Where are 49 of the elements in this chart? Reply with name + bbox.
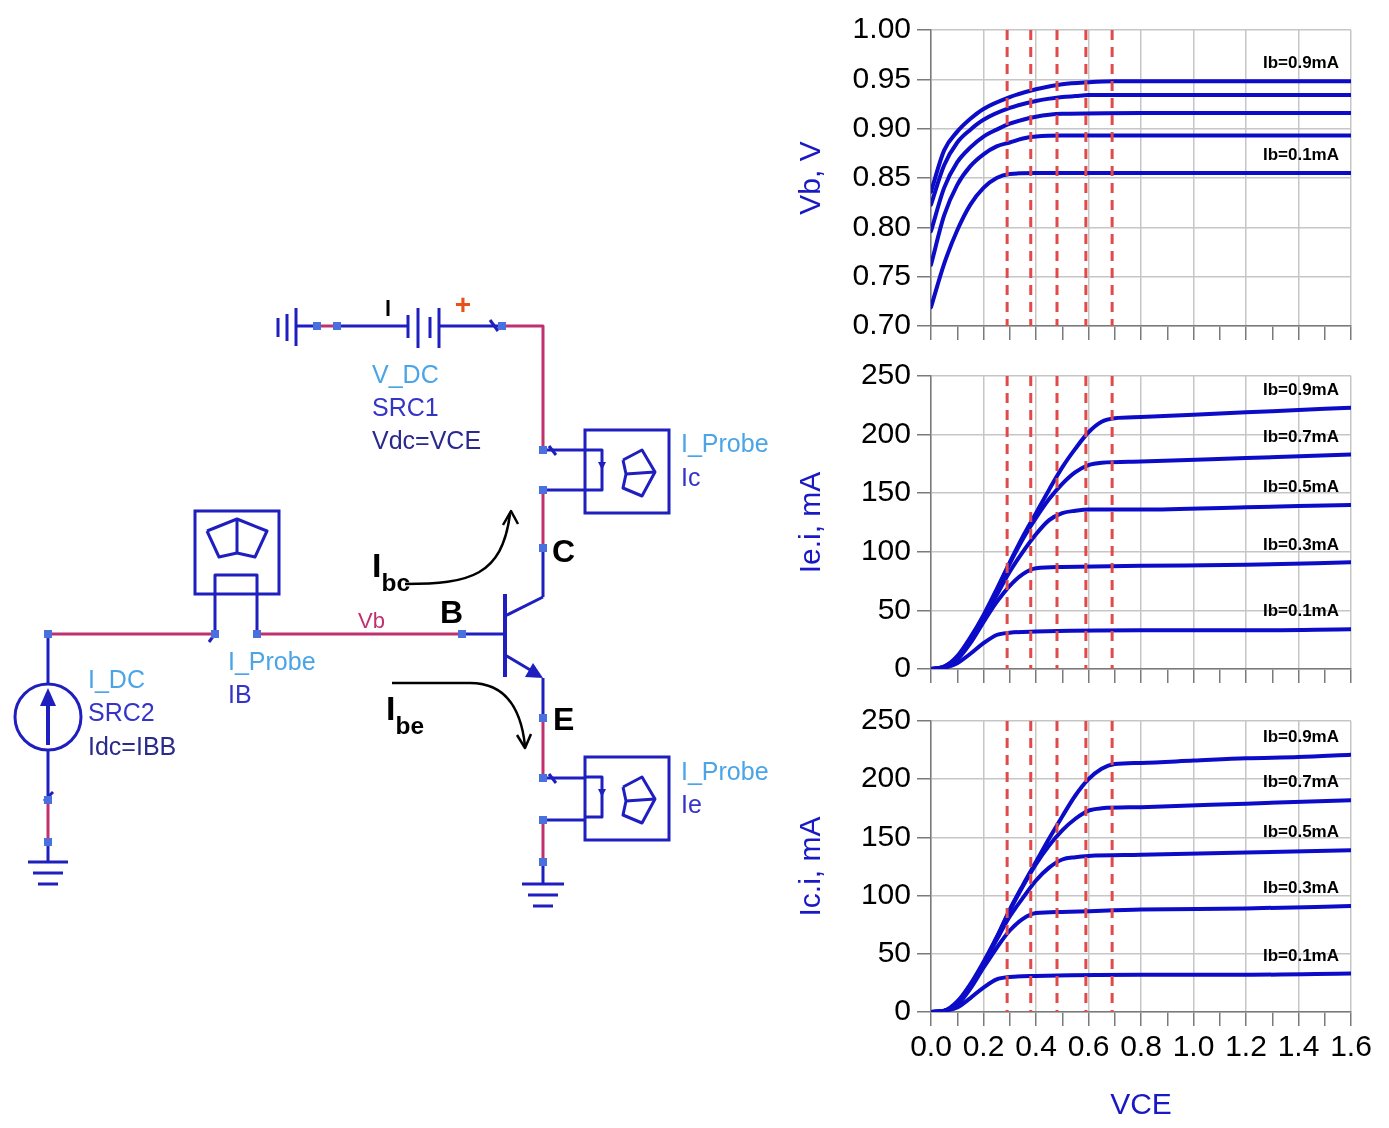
x-tick-label: 1.0 bbox=[1172, 1029, 1215, 1063]
series-label: Ib=0.5mA bbox=[1262, 822, 1339, 842]
text: Ie bbox=[681, 790, 702, 818]
series-label: Ib=0.9mA bbox=[1262, 53, 1339, 73]
series-label: Ib=0.1mA bbox=[1262, 601, 1339, 621]
y-tick-label: 0.70 bbox=[852, 307, 911, 341]
y-tick-label: 250 bbox=[860, 357, 911, 391]
text: Ic bbox=[681, 463, 701, 491]
x-tick-label: 1.6 bbox=[1330, 1029, 1372, 1063]
series-label: Ib=0.9mA bbox=[1262, 379, 1339, 399]
x-tick-label: 0.2 bbox=[962, 1029, 1005, 1063]
series-label: Ib=0.3mA bbox=[1262, 878, 1339, 898]
series-label: Ib=0.7mA bbox=[1262, 426, 1339, 446]
y-tick-label: 50 bbox=[877, 591, 911, 625]
y-tick-label: 0.90 bbox=[852, 109, 911, 143]
text: I_Probe bbox=[681, 429, 769, 457]
y-tick-label: 200 bbox=[860, 415, 911, 449]
y-tick-label: 1.00 bbox=[852, 11, 911, 45]
y-tick-label: 0.85 bbox=[852, 159, 911, 193]
x-tick-label: 1.2 bbox=[1225, 1029, 1267, 1063]
y-tick-label: 0.95 bbox=[852, 60, 911, 94]
x-tick-label: 1.4 bbox=[1277, 1029, 1320, 1063]
y-tick-label: 150 bbox=[860, 474, 911, 508]
y-tick-label: 0.75 bbox=[852, 257, 911, 291]
text: I_Probe bbox=[681, 757, 769, 785]
y-tick-label: 0 bbox=[894, 650, 911, 684]
x-tick-label: 0.8 bbox=[1120, 1029, 1162, 1063]
series-label: Ib=0.9mA bbox=[1262, 726, 1339, 746]
series-label: Ib=0.7mA bbox=[1262, 772, 1339, 792]
y-tick-label: 0 bbox=[894, 993, 911, 1027]
y-axis-title: Ie.i, mA bbox=[793, 471, 827, 574]
x-tick-label: 0.0 bbox=[910, 1029, 952, 1063]
y-tick-label: 200 bbox=[860, 760, 911, 794]
series-label: Ib=0.5mA bbox=[1262, 477, 1339, 497]
y-tick-label: 100 bbox=[860, 876, 911, 910]
y-axis-title: Ic.i, mA bbox=[793, 816, 827, 917]
y-tick-label: 150 bbox=[860, 818, 911, 852]
series-label: Ib=0.1mA bbox=[1262, 145, 1339, 165]
x-axis-title: VCE bbox=[1110, 1087, 1172, 1121]
series-label: Ib=0.1mA bbox=[1262, 945, 1339, 965]
y-tick-label: 50 bbox=[877, 935, 911, 969]
y-tick-label: 0.80 bbox=[852, 208, 911, 242]
text: + bbox=[454, 289, 472, 320]
x-tick-label: 0.6 bbox=[1067, 1029, 1110, 1063]
y-tick-label: 100 bbox=[860, 533, 911, 567]
series-label: Ib=0.3mA bbox=[1262, 534, 1339, 554]
y-tick-label: 250 bbox=[860, 702, 911, 736]
y-axis-title: Vb, V bbox=[793, 141, 827, 215]
x-tick-label: 0.4 bbox=[1015, 1029, 1057, 1063]
